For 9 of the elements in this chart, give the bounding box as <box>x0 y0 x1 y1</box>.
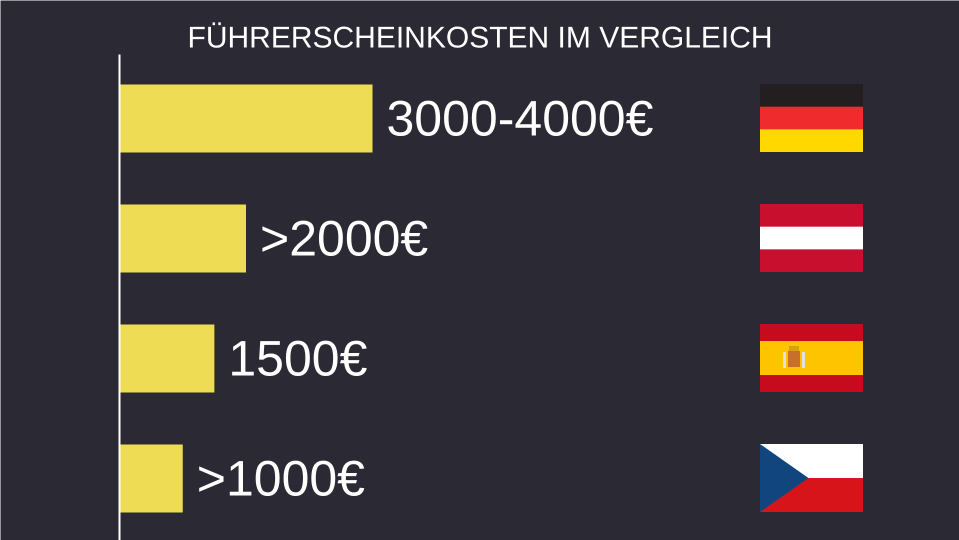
data-label: >1000€ <box>196 450 366 506</box>
bar <box>120 204 246 273</box>
data-label: 3000-4000€ <box>386 90 654 146</box>
text: FÜHRERSCHEINKOSTEN IM VERGLEICH <box>188 22 773 54</box>
bar <box>120 444 183 513</box>
bar <box>120 324 214 393</box>
data-label: >2000€ <box>260 210 428 266</box>
data-label: 1500€ <box>228 330 368 386</box>
bar <box>120 84 372 153</box>
